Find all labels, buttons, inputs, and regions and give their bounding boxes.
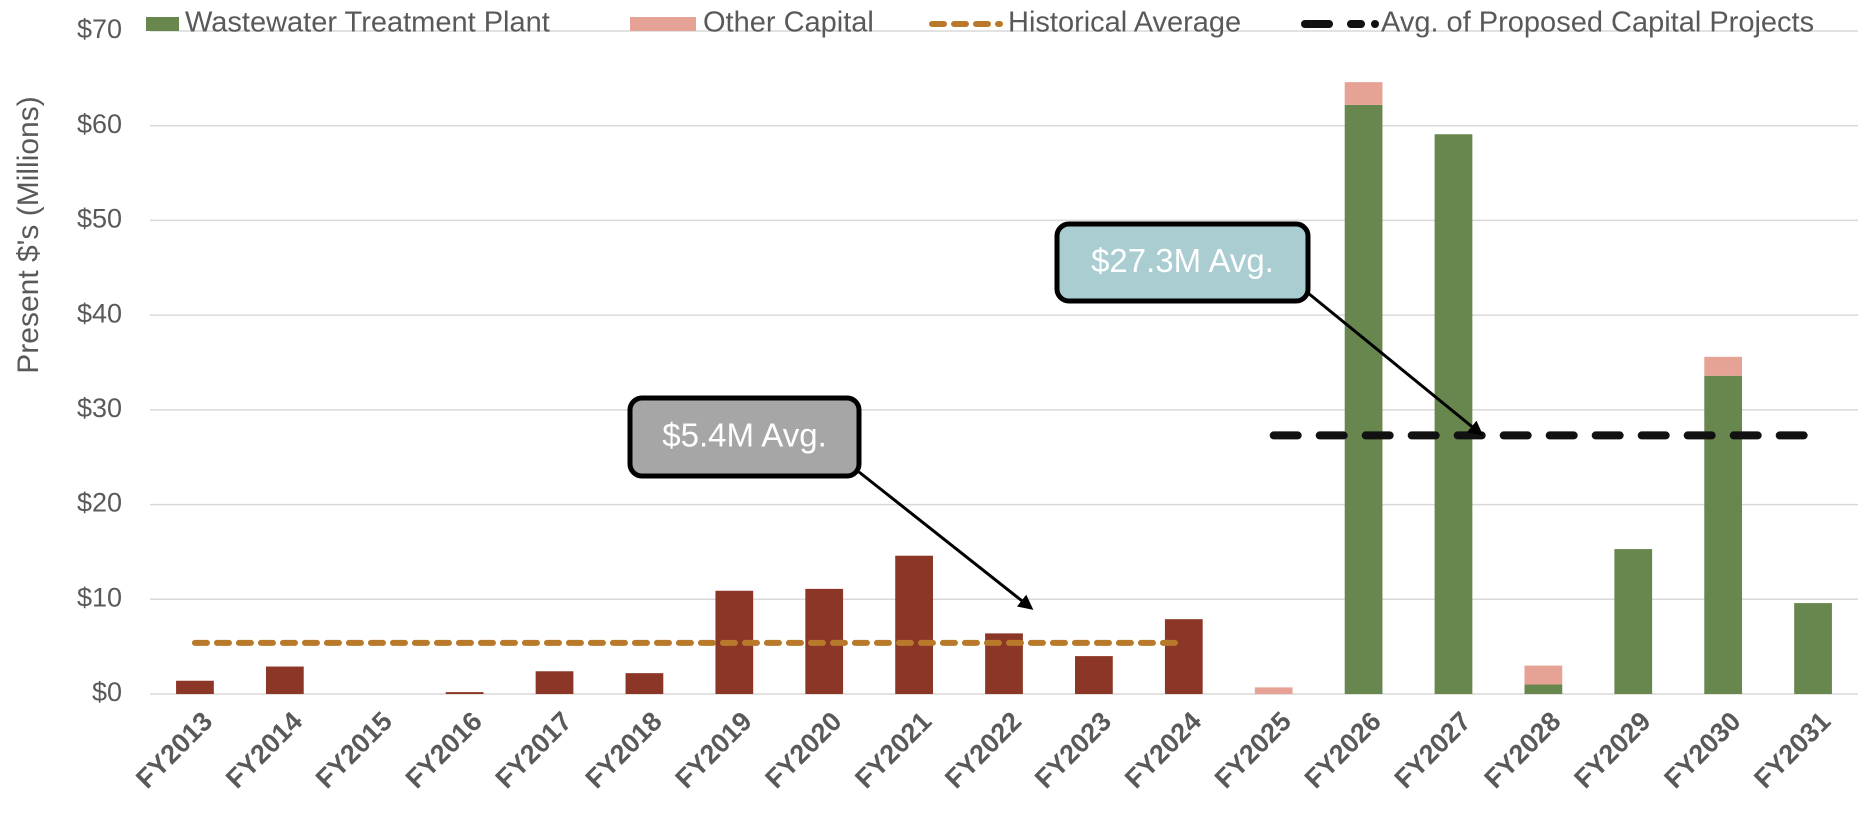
bar (176, 680, 214, 694)
bar (1075, 656, 1113, 694)
x-tick-label: FY2026 (1299, 706, 1387, 794)
legend-swatch (1371, 20, 1379, 28)
legend-swatch (630, 17, 696, 31)
annotation-arrow (1307, 291, 1484, 436)
annotation-text: $27.3M Avg. (1091, 242, 1274, 279)
bar (1614, 549, 1653, 694)
x-tick-label: FY2031 (1748, 706, 1836, 794)
x-tick-label: FY2020 (759, 706, 847, 794)
y-tick-label: $50 (77, 204, 122, 234)
legend-label: Avg. of Proposed Capital Projects (1381, 7, 1814, 39)
x-tick-label: FY2019 (670, 706, 758, 794)
legend-swatch (146, 17, 179, 31)
y-tick-label: $0 (92, 677, 122, 707)
x-tick-label: FY2023 (1029, 706, 1117, 794)
bar (535, 671, 574, 694)
x-tick-label: FY2022 (939, 706, 1027, 794)
y-tick-label: $40 (77, 298, 122, 328)
bar (1164, 619, 1203, 694)
bar (1434, 134, 1473, 694)
y-tick-label: $30 (77, 393, 122, 423)
legend-label: Historical Average (1008, 7, 1241, 39)
x-tick-label: FY2028 (1479, 706, 1567, 794)
x-tick-label: FY2030 (1658, 706, 1746, 794)
bar (445, 692, 484, 694)
annotation-text: $5.4M Avg. (662, 417, 827, 454)
y-tick-label: $70 (77, 14, 122, 44)
x-tick-label: FY2015 (310, 706, 398, 794)
bar (1344, 104, 1383, 695)
bar (625, 673, 664, 694)
bar (1524, 684, 1563, 694)
bar (1344, 82, 1383, 105)
x-tick-label: FY2021 (849, 706, 937, 794)
y-tick-label: $10 (77, 582, 122, 612)
x-tick-label: FY2027 (1389, 706, 1477, 794)
x-tick-label: FY2025 (1209, 706, 1297, 794)
bar (1704, 356, 1743, 376)
legend-label: Wastewater Treatment Plant (185, 7, 550, 39)
annotation-box (627, 395, 862, 479)
x-tick-label: FY2013 (130, 706, 218, 794)
annotation-box (1054, 221, 1311, 304)
x-tick-label: FY2017 (490, 706, 578, 794)
bar (895, 555, 933, 694)
annotation-arrow (858, 470, 1034, 610)
bar (1794, 603, 1832, 694)
y-tick-label: $60 (77, 109, 122, 139)
x-tick-label: FY2014 (220, 706, 308, 794)
y-tick-label: $20 (77, 488, 122, 518)
bar (1524, 665, 1563, 685)
x-tick-label: FY2029 (1568, 706, 1656, 794)
legend-label: Other Capital (703, 7, 874, 39)
bar (1704, 375, 1743, 694)
x-tick-label: FY2018 (580, 706, 668, 794)
x-tick-label: FY2024 (1119, 706, 1207, 794)
y-axis-label: Present $'s (Millions) (12, 96, 45, 373)
bar (265, 666, 304, 694)
bar (1254, 687, 1293, 694)
x-tick-label: FY2016 (400, 706, 488, 794)
